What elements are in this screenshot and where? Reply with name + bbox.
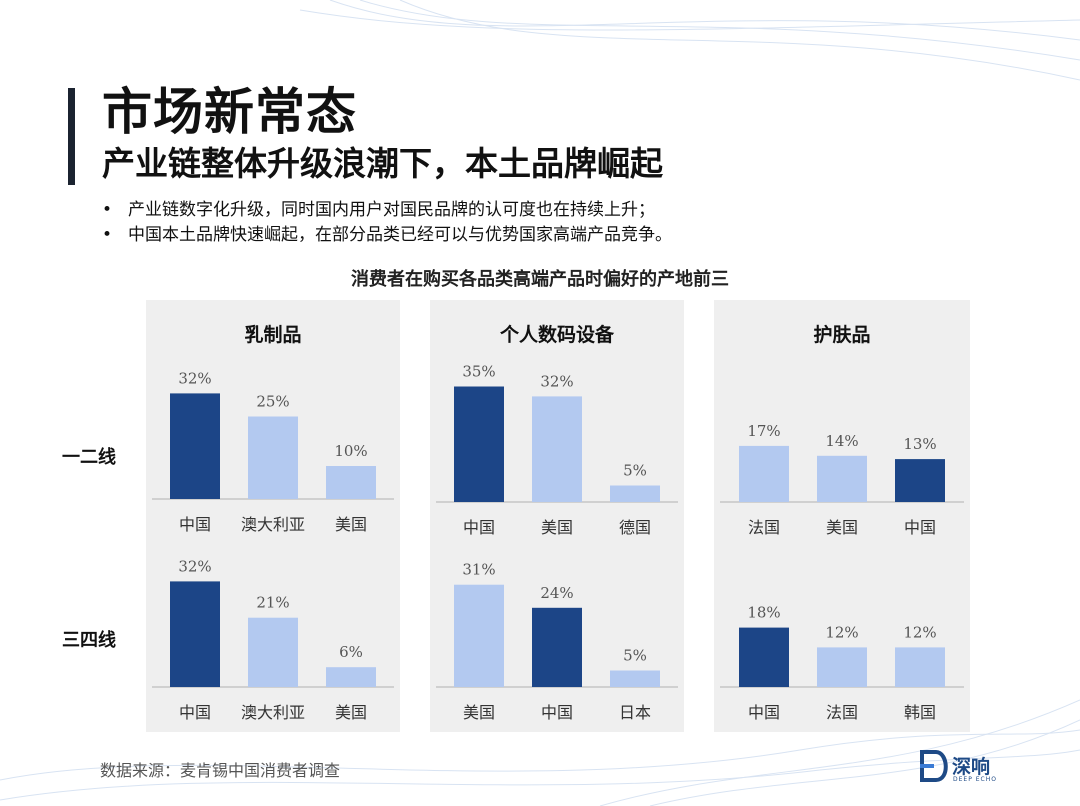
bar: [326, 667, 376, 687]
page-subtitle: 产业链整体升级浪潮下，本土品牌崛起: [102, 144, 663, 183]
bar-value-label: 32%: [540, 372, 573, 390]
category-label: 美国: [463, 703, 495, 722]
bar: [532, 396, 582, 502]
bar-value-label: 5%: [623, 462, 647, 480]
bar-value-label: 12%: [825, 623, 858, 641]
category-label: 中国: [179, 703, 211, 722]
category-label: 中国: [463, 518, 495, 537]
bar-value-label: 32%: [178, 557, 211, 575]
deep-echo-logo-icon: [920, 750, 948, 782]
page-title: 市场新常态: [102, 82, 357, 141]
category-label: 美国: [335, 515, 367, 534]
category-label: 澳大利亚: [241, 703, 305, 722]
bar: [895, 459, 945, 502]
bar: [248, 416, 298, 499]
bar-value-label: 5%: [623, 647, 647, 665]
category-label: 法国: [826, 703, 858, 722]
bar-value-label: 24%: [540, 584, 573, 602]
bar: [248, 617, 298, 687]
panel-title: 乳制品: [244, 324, 302, 346]
bullet-list: 产业链数字化升级，同时国内用户对国民品牌的认可度也在持续上升； 中国本土品牌快速…: [100, 198, 672, 248]
bar: [454, 386, 504, 502]
bar-value-label: 32%: [178, 369, 211, 387]
bar-value-label: 12%: [903, 623, 936, 641]
bar: [817, 455, 867, 502]
category-label: 中国: [904, 518, 936, 537]
bar-value-label: 25%: [256, 393, 289, 411]
bar: [610, 485, 660, 502]
panel-title: 个人数码设备: [499, 324, 614, 346]
bar-value-label: 35%: [462, 363, 495, 381]
category-label: 德国: [619, 518, 651, 537]
row-label-tier3-4: 三四线: [62, 630, 116, 651]
category-label: 美国: [541, 518, 573, 537]
category-label: 美国: [335, 703, 367, 722]
bar: [454, 584, 504, 687]
logo-text: 深响: [952, 756, 991, 778]
logo-subtext: DEEP ECHO: [953, 776, 997, 783]
bar-value-label: 13%: [903, 435, 936, 453]
bullet-item: 中国本土品牌快速崛起，在部分品类已经可以与优势国家高端产品竞争。: [100, 223, 672, 248]
row-label-tier1-2: 一二线: [62, 447, 116, 468]
category-label: 中国: [748, 703, 780, 722]
category-label: 日本: [619, 703, 651, 722]
bar: [739, 445, 789, 502]
bar: [895, 647, 945, 687]
bar: [739, 627, 789, 687]
category-label: 韩国: [904, 703, 936, 722]
panel-title: 护肤品: [813, 324, 871, 346]
bar-value-label: 18%: [747, 604, 780, 622]
title-accent-bar: [68, 88, 75, 185]
data-source: 数据来源：麦肯锡中国消费者调查: [100, 761, 341, 780]
category-label: 中国: [541, 703, 573, 722]
bar-value-label: 6%: [339, 643, 363, 661]
bar-value-label: 31%: [462, 561, 495, 579]
bar-value-label: 14%: [825, 432, 858, 450]
bar-value-label: 10%: [334, 442, 367, 460]
bar: [817, 647, 867, 687]
bar: [170, 581, 220, 687]
bar: [610, 670, 660, 687]
category-label: 澳大利亚: [241, 515, 305, 534]
bar-value-label: 17%: [747, 422, 780, 440]
category-label: 中国: [179, 515, 211, 534]
bar: [326, 466, 376, 499]
bar: [170, 393, 220, 499]
category-label: 法国: [748, 518, 780, 537]
category-label: 美国: [826, 518, 858, 537]
bar-value-label: 21%: [256, 594, 289, 612]
chart-title: 消费者在购买各品类高端产品时偏好的产地前三: [351, 269, 729, 290]
bar: [532, 607, 582, 687]
bullet-item: 产业链数字化升级，同时国内用户对国民品牌的认可度也在持续上升；: [100, 198, 672, 223]
